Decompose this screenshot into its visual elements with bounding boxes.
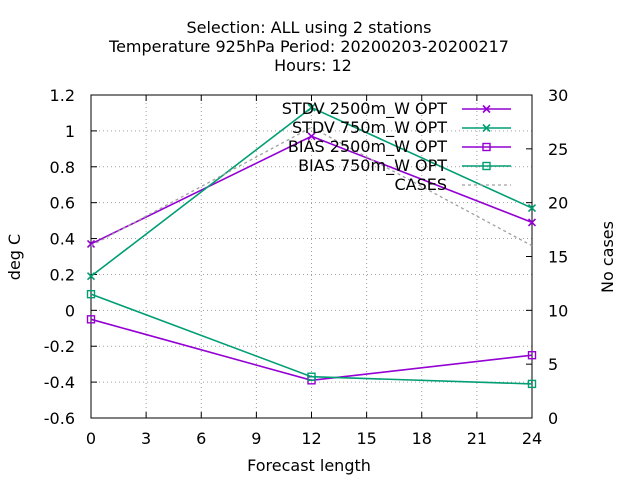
grid-lines: [91, 95, 532, 418]
y-tick-label: 0.4: [50, 230, 75, 249]
series-0-point: [307, 132, 316, 141]
chart-title-line-2: Temperature 925hPa Period: 20200203-2020…: [108, 37, 509, 56]
y-tick-label: 1: [65, 122, 75, 141]
axis-ticks: 0 3 6 9 12 15 18 21 24-0.6-0.4-0.200.20.40.60.81…: [44, 86, 569, 448]
series-3-point: [527, 379, 537, 389]
x-tick-label: 9: [251, 429, 261, 448]
chart-title-line-3: Hours: 12: [274, 56, 352, 75]
legend-label-4: CASES: [394, 175, 447, 194]
y2-tick-label: 30: [548, 86, 568, 105]
x-tick-label: 24: [522, 429, 542, 448]
y2-tick-label: 10: [548, 301, 568, 320]
y-tick-label: -0.2: [44, 337, 75, 356]
x-tick-label: 3: [141, 429, 151, 448]
y-tick-label: -0.4: [44, 373, 75, 392]
y2-tick-label: 0: [548, 409, 558, 428]
series-1-point: [307, 103, 316, 112]
series-1-point: [86, 272, 96, 281]
series-2-point: [527, 350, 537, 360]
legend-label-0: STDV 2500m_W OPT: [282, 99, 447, 119]
y-tick-label: 0.6: [50, 194, 75, 213]
y-tick-label: 0.8: [50, 158, 75, 177]
series-line-3: [90, 293, 533, 385]
y2-tick-label: 5: [548, 355, 558, 374]
legend-marker-1: [482, 123, 491, 133]
legend-label-1: STDV 750m_W OPT: [292, 118, 447, 138]
y-axis-label: deg C: [5, 234, 24, 280]
series-0-point: [527, 218, 537, 227]
x-tick-label: 21: [467, 429, 487, 448]
chart-title-line-1: Selection: ALL using 2 stations: [186, 18, 431, 37]
y2-axis-label: No cases: [598, 221, 617, 293]
series-2-point: [86, 315, 96, 324]
y2-tick-label: 15: [548, 248, 568, 267]
x-tick-label: 0: [86, 429, 96, 448]
series-3-point: [307, 372, 316, 381]
legend-marker-2: [482, 142, 491, 152]
x-axis-label: Forecast length: [247, 456, 371, 475]
legend-label-2: BIAS 2500m_W OPT: [288, 137, 447, 157]
y-tick-label: 0.2: [50, 265, 75, 284]
series-1-point: [527, 203, 537, 213]
x-tick-label: 18: [412, 429, 432, 448]
legend-marker-0: [482, 104, 491, 114]
legend-label-3: BIAS 750m_W OPT: [298, 156, 447, 176]
y2-tick-label: 20: [548, 194, 568, 213]
x-tick-label: 6: [196, 429, 206, 448]
y-tick-label: 1.2: [50, 86, 75, 105]
y-tick-label: -0.6: [44, 409, 75, 428]
series-3-point: [86, 289, 96, 299]
legend-marker-3: [482, 161, 491, 171]
series-0-point: [86, 239, 96, 249]
x-tick-label: 15: [356, 429, 376, 448]
y-tick-label: 0: [65, 301, 75, 320]
y2-tick-label: 25: [548, 140, 568, 159]
x-tick-label: 12: [301, 429, 321, 448]
series-lines: [86, 103, 537, 389]
